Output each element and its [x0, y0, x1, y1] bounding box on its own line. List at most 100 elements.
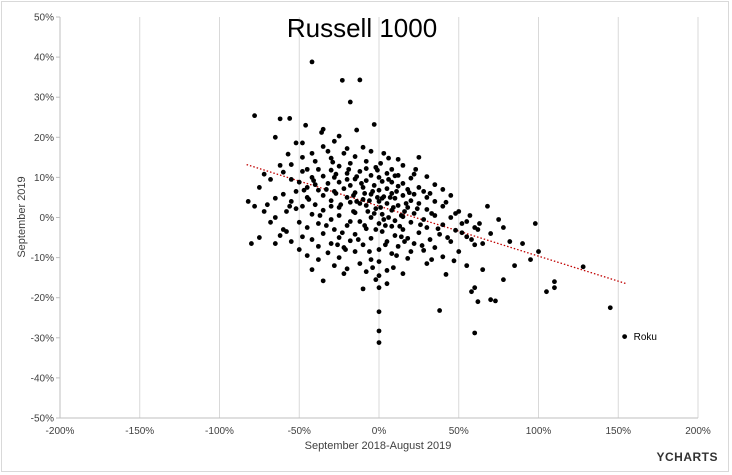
ycharts-logo: YCHARTS: [656, 450, 718, 464]
data-point: [406, 190, 412, 196]
y-tick-label: -20%: [31, 293, 54, 304]
data-point: [352, 249, 358, 254]
data-point: [395, 183, 401, 189]
data-point: [287, 116, 293, 121]
data-point: [384, 170, 390, 176]
data-point: [429, 257, 435, 263]
data-point: [459, 221, 465, 226]
data-point: [328, 203, 334, 209]
ycharts-logo-text: YCHARTS: [656, 450, 718, 464]
point-annotation: Roku: [634, 332, 657, 343]
data-point: [339, 77, 345, 83]
data-point: [363, 166, 369, 171]
y-tick-label: 50%: [34, 13, 54, 24]
data-point: [357, 219, 363, 224]
data-point: [319, 130, 324, 135]
data-point: [379, 229, 385, 234]
data-point: [317, 213, 323, 218]
data-point: [368, 257, 374, 263]
data-point: [330, 159, 336, 165]
data-point: [288, 162, 294, 167]
data-point: [381, 150, 387, 156]
data-point: [379, 195, 385, 201]
data-point: [382, 242, 388, 248]
data-point: [464, 219, 470, 224]
data-point: [339, 230, 345, 236]
data-point: [287, 203, 293, 209]
data-point: [336, 179, 342, 185]
data-point: [440, 203, 446, 209]
data-point: [400, 227, 406, 232]
data-point: [256, 185, 262, 190]
data-point: [336, 133, 342, 139]
data-point: [544, 289, 549, 295]
data-point: [315, 166, 321, 172]
data-point: [309, 211, 315, 217]
data-point: [378, 205, 383, 210]
data-point: [390, 205, 396, 210]
data-point: [375, 195, 380, 200]
data-point: [424, 207, 430, 212]
data-point: [405, 205, 411, 210]
data-point: [414, 206, 420, 212]
data-point: [376, 199, 382, 204]
data-point: [376, 247, 382, 252]
data-point: [376, 328, 382, 334]
data-point: [376, 340, 382, 346]
data-point: [392, 195, 398, 201]
data-point: [389, 251, 395, 256]
data-point: [411, 241, 417, 246]
y-tick-label: 20%: [34, 133, 54, 144]
data-point: [390, 265, 396, 271]
data-point: [320, 173, 326, 179]
data-point: [485, 203, 490, 209]
data-point: [395, 172, 401, 178]
data-point: [488, 231, 494, 236]
data-point: [427, 191, 433, 196]
data-point: [467, 213, 473, 218]
data-point: [303, 122, 309, 128]
data-point: [277, 116, 283, 122]
data-point: [552, 285, 557, 291]
data-point: [320, 231, 326, 236]
data-point: [320, 207, 326, 213]
data-point: [395, 156, 401, 162]
data-point: [408, 219, 414, 225]
data-point: [293, 206, 299, 212]
data-point: [368, 215, 374, 220]
data-point: [389, 223, 395, 229]
data-point: [402, 239, 407, 244]
y-tick-label: 10%: [34, 173, 54, 184]
data-point: [403, 201, 409, 206]
data-point: [336, 255, 342, 260]
data-point: [344, 266, 350, 272]
data-point: [392, 218, 398, 224]
data-point: [304, 185, 310, 190]
data-point: [368, 148, 374, 154]
data-point: [472, 330, 478, 336]
data-point: [475, 299, 481, 305]
data-point: [416, 201, 422, 206]
data-point: [347, 183, 353, 188]
data-point: [435, 226, 441, 232]
data-point: [354, 199, 360, 204]
points-layer: [245, 59, 628, 346]
data-point: [331, 138, 337, 144]
data-point: [328, 217, 334, 222]
data-point: [432, 182, 438, 188]
data-point: [285, 151, 291, 157]
data-point: [357, 168, 363, 174]
data-point: [347, 219, 353, 224]
data-point: [367, 249, 372, 254]
data-point: [382, 223, 388, 228]
data-point: [394, 189, 399, 194]
data-point: [376, 259, 382, 265]
data-point: [352, 154, 358, 159]
data-point: [405, 235, 411, 241]
grid-layer: [59, 17, 699, 418]
data-point: [375, 167, 380, 173]
data-point: [496, 217, 502, 222]
data-point: [472, 242, 478, 248]
data-point: [373, 227, 379, 232]
labels-layer: -200% -150% -100% -50% 0% 50% 100% 150% 200% -50%…: [31, 13, 711, 438]
